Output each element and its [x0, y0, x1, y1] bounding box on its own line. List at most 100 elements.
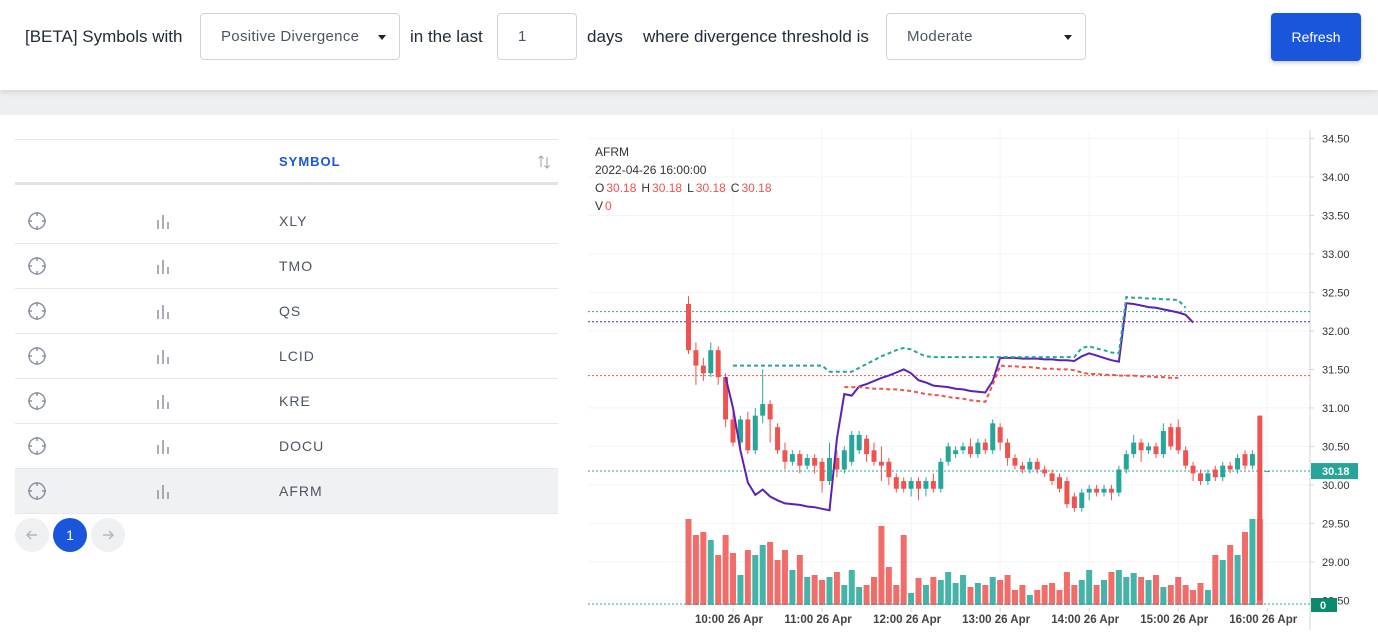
locate-icon[interactable] — [27, 301, 47, 321]
candle-body — [908, 481, 914, 489]
table-row[interactable]: AFRM — [15, 469, 558, 514]
volume-bar — [1256, 519, 1263, 605]
table-header: SYMBOL — [15, 139, 558, 185]
days-input[interactable]: 1 — [497, 13, 577, 60]
chart-icon[interactable] — [155, 258, 171, 276]
locate-icon[interactable] — [27, 391, 47, 411]
threshold-select[interactable]: Moderate — [886, 13, 1086, 60]
table-row[interactable]: TMO — [15, 244, 558, 289]
locate-icon[interactable] — [27, 436, 47, 456]
volume-bar — [1019, 585, 1026, 605]
price-badge — [1311, 463, 1358, 480]
volume-bar — [1197, 583, 1204, 605]
candle-body — [1264, 471, 1270, 473]
candle-body — [878, 461, 884, 466]
volume-bar — [1078, 580, 1085, 605]
candle-body — [804, 457, 810, 466]
candle-body — [1257, 415, 1263, 601]
volume-bar — [759, 545, 766, 605]
volume-bar — [856, 587, 863, 605]
volume-bar — [1041, 585, 1048, 605]
price-badge-label: 30.18 — [1322, 466, 1350, 478]
locate-icon[interactable] — [27, 211, 47, 231]
candle-body — [767, 404, 773, 420]
candle-body — [982, 442, 988, 451]
volume-bar — [1026, 595, 1033, 605]
table-row[interactable]: KRE — [15, 379, 558, 424]
candle-body — [819, 461, 825, 482]
candle-body — [871, 450, 877, 462]
table-row[interactable]: XLY — [15, 199, 558, 244]
symbol: TMO — [279, 258, 314, 274]
candle-body — [1197, 473, 1203, 482]
volume-bar — [774, 560, 781, 605]
table-row[interactable]: DOCU — [15, 424, 558, 469]
volume-bar — [1152, 575, 1159, 605]
chart-icon[interactable] — [155, 393, 171, 411]
volume-bar — [1115, 570, 1122, 605]
caret — [378, 35, 386, 40]
volume-bar — [833, 572, 840, 605]
volume-bar — [1234, 555, 1241, 605]
candle-body — [1160, 431, 1166, 455]
sort-icon[interactable] — [537, 154, 551, 170]
arrow-icon — [25, 530, 37, 540]
x-tick-label: 12:00 26 Apr — [873, 614, 941, 626]
candle-body — [916, 481, 922, 489]
locate-icon[interactable] — [27, 256, 47, 276]
legend-label: V — [595, 199, 603, 213]
x-tick-label: 14:00 26 Apr — [1051, 614, 1119, 626]
refresh-button[interactable]: Refresh — [1271, 13, 1361, 61]
chart-icon[interactable] — [155, 438, 171, 456]
volume-bar — [1242, 532, 1248, 605]
chart-icon[interactable] — [155, 213, 171, 231]
candle-body — [1249, 454, 1255, 466]
volume-bar — [804, 577, 811, 605]
candle-body — [841, 450, 847, 470]
volume-bar — [737, 575, 744, 605]
candle-body — [886, 461, 892, 478]
divergence-select[interactable]: Positive Divergence — [200, 13, 400, 60]
chart-icon[interactable] — [155, 303, 171, 321]
y-tick-label: 34.50 — [1322, 133, 1350, 145]
volume-bar — [989, 577, 996, 605]
table-row[interactable]: LCID — [15, 334, 558, 379]
candle-body — [1049, 473, 1055, 482]
candle-body — [1101, 488, 1107, 493]
candle-body — [797, 454, 803, 466]
volume-bar — [982, 585, 989, 605]
candle-body — [1205, 473, 1211, 482]
volume-bar — [1011, 590, 1018, 605]
candle-body — [745, 419, 751, 451]
candle-body — [752, 415, 758, 451]
candle-body — [975, 442, 981, 455]
chart-icon[interactable] — [155, 348, 171, 366]
page-button[interactable]: 1 — [53, 518, 87, 552]
caret — [1064, 35, 1072, 40]
y-tick-label: 32.50 — [1322, 287, 1350, 299]
volume-bar — [908, 593, 915, 605]
y-tick-label: 29.50 — [1322, 518, 1350, 530]
chart-icon[interactable] — [155, 483, 171, 501]
volume-bar — [1130, 573, 1137, 605]
locate-icon[interactable] — [27, 346, 47, 366]
candle-body — [1108, 488, 1114, 493]
volume-bar — [863, 585, 870, 605]
volume-bar — [811, 575, 818, 605]
column-header[interactable]: SYMBOL — [279, 154, 341, 169]
candle-body — [1094, 488, 1100, 493]
select-value: Moderate — [907, 28, 973, 45]
volume-bar — [952, 583, 959, 605]
candle-body — [1146, 446, 1152, 451]
indicator-line — [724, 302, 1194, 512]
locate-icon[interactable] — [27, 481, 47, 501]
volume-bar — [967, 587, 974, 605]
volume-bar — [700, 532, 707, 605]
table-row[interactable]: QS — [15, 289, 558, 334]
candle-body — [953, 450, 959, 455]
candle-body — [693, 350, 699, 366]
prev-page[interactable] — [15, 518, 49, 552]
next-page[interactable] — [91, 518, 125, 552]
candle-body — [1175, 427, 1181, 451]
